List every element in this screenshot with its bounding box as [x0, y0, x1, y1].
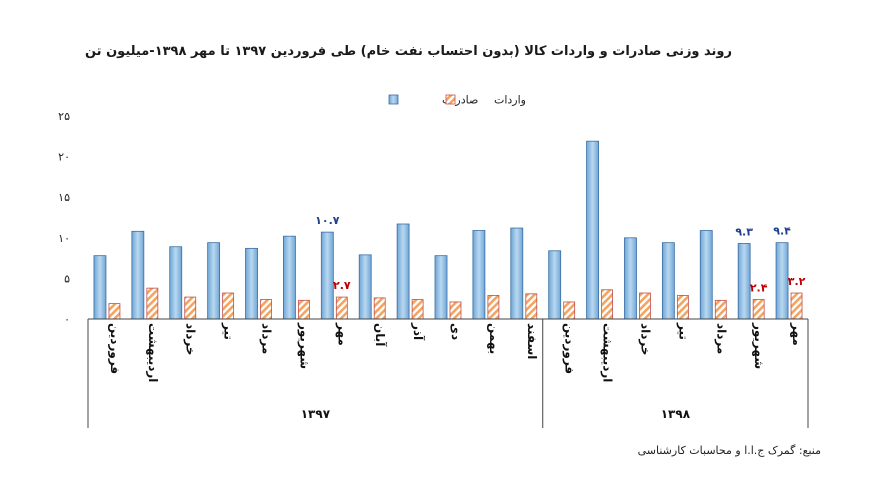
x-tick-label: بهمن	[487, 323, 501, 354]
bar-imports	[525, 293, 538, 320]
x-tick-label: شهریور	[751, 322, 766, 369]
y-axis-ticks: ۰ ۵ ۱۰ ۱۵ ۲۰ ۲۵	[58, 110, 70, 326]
legend-swatch-imports	[445, 94, 456, 105]
x-tick-label: مهر	[335, 322, 349, 346]
data-label: ۲.۴	[750, 282, 768, 295]
x-tick-label: اردیبهشت	[601, 323, 615, 382]
x-axis: فروردین اردیبهشت خرداد تیر مرداد شهریور مهر آبا…	[87, 318, 809, 428]
bar-imports	[487, 295, 500, 320]
data-label: ۳.۲	[788, 275, 806, 288]
legend-swatch-exports	[388, 94, 399, 105]
bar-exports	[320, 231, 334, 320]
bar-imports	[563, 301, 576, 320]
bar-exports	[358, 254, 372, 320]
y-tick-label: ۵	[64, 272, 70, 285]
x-tick-label: فروردین	[562, 323, 577, 374]
bar-imports	[714, 299, 727, 320]
legend: صادرات واردات	[388, 94, 526, 107]
bar-imports	[146, 287, 159, 320]
x-tick-label: دی	[449, 323, 463, 340]
group-label: ۱۳۹۸	[661, 407, 691, 421]
x-tick-label: خرداد	[184, 323, 198, 356]
bar-imports	[222, 292, 235, 320]
bars	[93, 140, 803, 320]
x-tick-label: اسفند	[525, 323, 539, 359]
data-labels: ۱۰.۷ ۲.۷ ۹.۳ ۲.۴ ۹.۴ ۳.۲	[315, 214, 805, 294]
data-label: ۲.۷	[333, 279, 351, 292]
bar-imports	[108, 303, 121, 320]
chart-title: روند وزنی صادرات و واردات کالا (بدون احت…	[84, 44, 732, 59]
bar-imports	[298, 299, 310, 320]
bar-exports	[93, 255, 107, 320]
y-tick-label: ۱۵	[58, 191, 70, 204]
bar-exports	[699, 230, 713, 320]
bar-exports	[737, 243, 751, 320]
bar-imports	[639, 292, 651, 320]
data-label: ۹.۳	[735, 225, 753, 238]
x-tick-label: مرداد	[260, 323, 274, 354]
bar-exports	[661, 242, 675, 320]
x-tick-label: مرداد	[714, 323, 728, 354]
bar-imports	[449, 301, 462, 320]
x-tick-label: شهریور	[296, 322, 311, 369]
x-tick-label: آذر	[411, 322, 426, 341]
y-tick-label: ۱۰	[58, 232, 70, 245]
bar-imports	[752, 299, 765, 320]
bar-imports	[411, 299, 424, 320]
data-label: ۱۰.۷	[315, 214, 340, 227]
bar-exports	[624, 237, 637, 320]
bar-imports	[184, 296, 197, 320]
bar-imports	[260, 299, 272, 320]
bar-exports	[434, 255, 448, 320]
bar-imports	[790, 292, 803, 320]
bar-imports	[373, 297, 386, 320]
bar-exports	[510, 227, 524, 320]
x-tick-label: اردیبهشت	[146, 323, 160, 382]
source-note: منبع: گمرک ج.ا.ا و محاسبات کارشناسی	[637, 444, 821, 457]
x-tick-label: تیر	[676, 322, 690, 340]
x-tick-label: فروردین	[107, 323, 122, 374]
bar-exports	[396, 223, 410, 320]
y-tick-label: ۰	[64, 313, 70, 326]
bar-exports	[472, 230, 486, 320]
x-tick-label: خرداد	[638, 323, 652, 356]
bar-exports	[207, 242, 221, 320]
bar-imports	[601, 289, 613, 320]
bar-exports	[245, 247, 258, 320]
bar-imports	[676, 295, 689, 320]
bar-exports	[775, 242, 789, 320]
y-tick-label: ۲۵	[58, 110, 70, 123]
x-tick-label: تیر	[222, 322, 236, 340]
bar-exports	[131, 230, 145, 320]
y-tick-label: ۲۰	[58, 151, 70, 164]
bar-exports	[169, 246, 183, 320]
group-label: ۱۳۹۷	[301, 407, 331, 421]
bar-exports	[548, 250, 562, 320]
bar-imports	[335, 296, 348, 320]
x-tick-label: آبان	[373, 323, 388, 347]
bar-exports	[283, 235, 296, 320]
data-label: ۹.۴	[773, 225, 791, 238]
bar-exports	[586, 140, 599, 320]
legend-label-imports: واردات	[494, 94, 526, 107]
x-tick-label: مهر	[790, 322, 804, 346]
